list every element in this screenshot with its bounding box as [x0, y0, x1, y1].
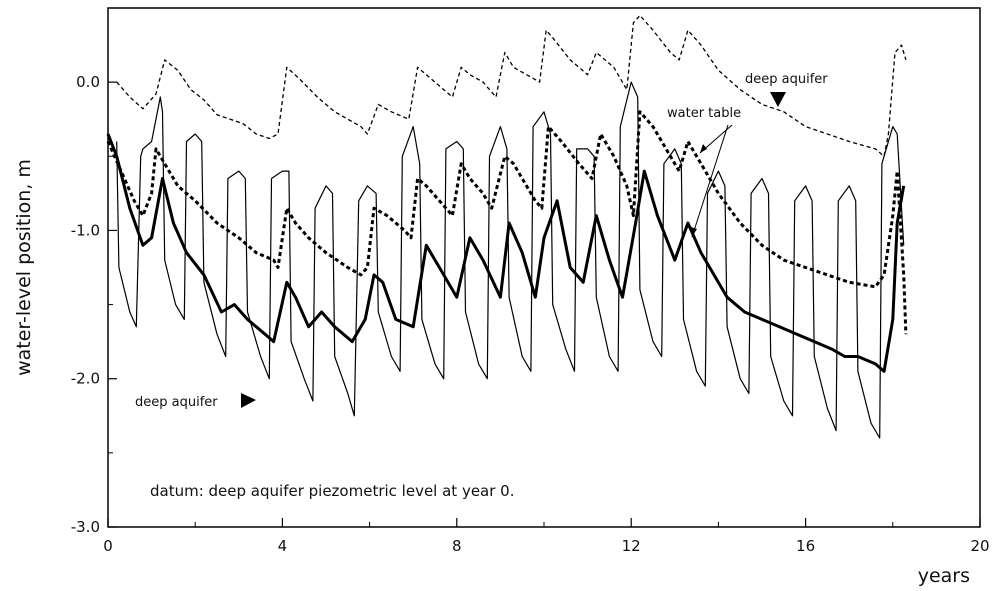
water-table-arrowhead-1	[700, 144, 707, 153]
water-table-arrowhead-2	[691, 227, 697, 237]
deep-aquifer-label-lower: deep aquifer	[135, 395, 218, 410]
y-tick-label: -1.0	[71, 221, 100, 239]
y-axis-title: water-level position, m	[13, 159, 35, 376]
y-tick-label: -3.0	[71, 518, 100, 536]
y-tick-label: -2.0	[71, 370, 100, 388]
y-tick-label: 0.0	[76, 73, 100, 91]
plot-frame	[107, 7, 981, 528]
water-table-solid-series	[106, 133, 906, 373]
x-axis-title: years	[918, 565, 970, 587]
x-tick-label: 16	[796, 537, 815, 555]
deep-aquifer-upper-series	[116, 14, 907, 157]
x-tick-label: 0	[103, 537, 113, 555]
deep-aquifer-lower-series	[116, 81, 905, 439]
x-tick-label: 8	[452, 537, 462, 555]
water-table-label: water table	[667, 106, 741, 121]
x-tick-label: 20	[970, 537, 989, 555]
deep-aquifer-label-upper: deep aquifer	[745, 72, 828, 87]
water-table-dashed-series	[106, 110, 908, 335]
deep-aquifer-lower-marker	[241, 393, 256, 408]
deep-aquifer-upper-marker	[770, 92, 786, 107]
water-table-pointer-2	[691, 124, 729, 238]
x-tick-label: 12	[622, 537, 641, 555]
datum-note: datum: deep aquifer piezometric level at…	[150, 482, 515, 500]
x-tick-label: 4	[278, 537, 288, 555]
